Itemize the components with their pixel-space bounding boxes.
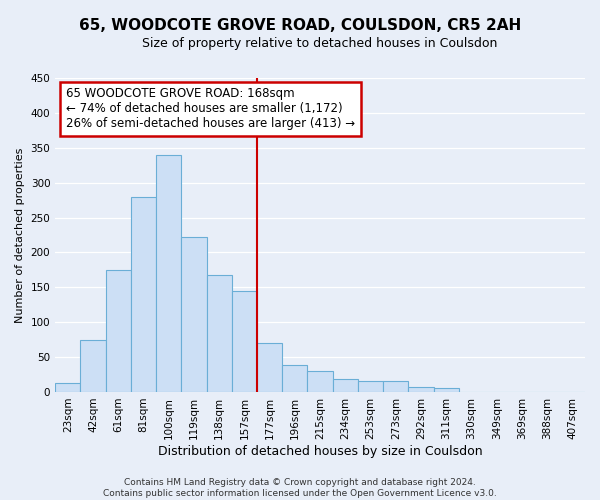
Bar bbox=[332, 380, 358, 392]
Text: 65 WOODCOTE GROVE ROAD: 168sqm
← 74% of detached houses are smaller (1,172)
26% : 65 WOODCOTE GROVE ROAD: 168sqm ← 74% of … bbox=[66, 88, 355, 130]
Y-axis label: Number of detached properties: Number of detached properties bbox=[15, 148, 25, 322]
Bar bbox=[383, 382, 409, 392]
Bar bbox=[307, 371, 332, 392]
Bar bbox=[232, 291, 257, 392]
Text: 65, WOODCOTE GROVE ROAD, COULSDON, CR5 2AH: 65, WOODCOTE GROVE ROAD, COULSDON, CR5 2… bbox=[79, 18, 521, 32]
Bar bbox=[156, 155, 181, 392]
Bar bbox=[106, 270, 131, 392]
Text: Contains HM Land Registry data © Crown copyright and database right 2024.
Contai: Contains HM Land Registry data © Crown c… bbox=[103, 478, 497, 498]
Bar bbox=[181, 237, 206, 392]
Bar bbox=[55, 383, 80, 392]
Title: Size of property relative to detached houses in Coulsdon: Size of property relative to detached ho… bbox=[142, 38, 498, 51]
Bar bbox=[282, 366, 307, 392]
Bar bbox=[358, 382, 383, 392]
Bar bbox=[434, 388, 459, 392]
Bar bbox=[257, 343, 282, 392]
Bar bbox=[409, 387, 434, 392]
Bar bbox=[80, 340, 106, 392]
X-axis label: Distribution of detached houses by size in Coulsdon: Distribution of detached houses by size … bbox=[158, 444, 482, 458]
Bar bbox=[131, 196, 156, 392]
Bar bbox=[206, 275, 232, 392]
